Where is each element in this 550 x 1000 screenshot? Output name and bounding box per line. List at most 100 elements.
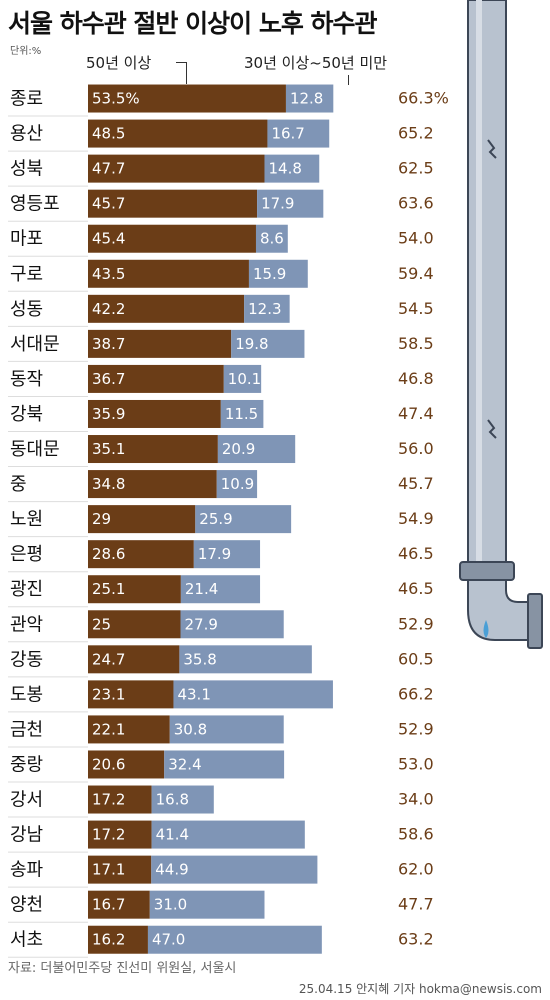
bar-30to50 xyxy=(180,575,261,604)
bar-30to50 xyxy=(151,820,305,849)
bar-over50 xyxy=(88,399,221,428)
total-label: 66.3% xyxy=(398,89,449,108)
total-label: 45.7 xyxy=(398,474,434,493)
pipe-highlight xyxy=(476,0,482,600)
value-label-30to50: 17.9 xyxy=(261,195,294,213)
value-label-over50: 28.6 xyxy=(92,545,125,563)
category-label: 송파 xyxy=(10,860,44,881)
value-label-over50: 16.2 xyxy=(92,931,125,949)
category-label: 강동 xyxy=(10,649,43,670)
category-label: 성동 xyxy=(10,299,43,320)
bar-30to50 xyxy=(257,189,324,218)
bar-over50 xyxy=(88,680,174,709)
category-label: 관악 xyxy=(10,614,43,635)
value-label-over50: 17.1 xyxy=(92,861,125,879)
bar-over50 xyxy=(88,890,150,919)
value-label-over50: 16.7 xyxy=(92,896,125,914)
bar-30to50 xyxy=(220,399,264,428)
category-label: 도봉 xyxy=(10,684,43,705)
category-label: 양천 xyxy=(10,895,43,916)
total-label: 66.2 xyxy=(398,684,434,703)
legend-leader-line xyxy=(176,62,186,63)
bar-30to50 xyxy=(179,645,312,674)
value-label-30to50: 25.9 xyxy=(199,510,232,528)
bar-over50 xyxy=(88,750,165,779)
bar-30to50 xyxy=(151,855,318,884)
total-label: 34.0 xyxy=(398,790,434,809)
total-label: 46.8 xyxy=(398,369,434,388)
category-label: 용산 xyxy=(10,124,43,145)
credit-line: 25.04.15 안지혜 기자 hokma@newsis.com xyxy=(298,982,542,996)
bar-30to50 xyxy=(169,715,284,744)
total-label: 58.6 xyxy=(398,825,434,844)
value-label-over50: 45.4 xyxy=(92,230,125,248)
bar-30to50 xyxy=(223,364,262,393)
value-label-over50: 17.2 xyxy=(92,826,125,844)
value-label-30to50: 16.8 xyxy=(156,791,189,809)
total-label: 47.7 xyxy=(398,895,434,914)
value-label-over50: 20.6 xyxy=(92,755,125,773)
total-label: 58.5 xyxy=(398,334,434,353)
value-label-30to50: 12.3 xyxy=(248,300,281,318)
bar-30to50 xyxy=(248,259,308,288)
source-note: 자료: 더불어민주당 진선미 위원실, 서울시 xyxy=(8,961,237,976)
value-label-30to50: 43.1 xyxy=(177,685,210,703)
total-label: 52.9 xyxy=(398,719,434,738)
total-label: 53.0 xyxy=(398,754,434,773)
value-label-over50: 47.7 xyxy=(92,160,125,178)
pipe-flange xyxy=(459,561,515,581)
total-label: 62.0 xyxy=(398,860,434,879)
value-label-30to50: 31.0 xyxy=(154,896,187,914)
category-label: 광진 xyxy=(10,579,43,600)
pipe-body xyxy=(467,0,507,601)
bar-over50 xyxy=(88,154,265,183)
value-label-over50: 43.5 xyxy=(92,265,125,283)
category-label: 강서 xyxy=(10,790,43,811)
total-label: 59.4 xyxy=(398,264,434,283)
bar-over50 xyxy=(88,540,194,569)
category-label: 동대문 xyxy=(10,439,60,460)
category-label: 은평 xyxy=(10,544,43,565)
bar-30to50 xyxy=(151,785,214,814)
unit-label: 단위:% xyxy=(10,46,42,57)
water-drop-icon xyxy=(483,620,489,638)
bar-30to50 xyxy=(255,224,288,253)
category-label: 중 xyxy=(10,474,27,495)
bar-30to50 xyxy=(264,154,320,183)
value-label-30to50: 15.9 xyxy=(253,265,286,283)
bar-over50 xyxy=(88,84,286,113)
total-label: 65.2 xyxy=(398,124,434,143)
total-label: 54.9 xyxy=(398,509,434,528)
bar-30to50 xyxy=(193,540,261,569)
bar-30to50 xyxy=(285,84,334,113)
bar-over50 xyxy=(88,224,256,253)
pipe-crack xyxy=(487,419,497,439)
category-label: 금천 xyxy=(10,719,43,740)
bar-30to50 xyxy=(180,610,284,639)
value-label-over50: 34.8 xyxy=(92,475,125,493)
bar-30to50 xyxy=(216,470,258,499)
total-label: 62.5 xyxy=(398,159,434,178)
legend-leader-line xyxy=(348,75,349,85)
chart-title: 서울 하수관 절반 이상이 노후 하수관 xyxy=(8,9,378,38)
value-label-over50: 22.1 xyxy=(92,720,125,738)
pipe-crack xyxy=(487,139,497,159)
total-label: 63.2 xyxy=(398,930,434,949)
value-label-30to50: 10.1 xyxy=(228,370,261,388)
bar-over50 xyxy=(88,575,181,604)
legend-over50: 50년 이상 xyxy=(86,54,152,72)
legend-leader-line xyxy=(186,62,187,84)
value-label-30to50: 11.5 xyxy=(225,405,258,423)
bar-over50 xyxy=(88,119,268,148)
value-label-over50: 25 xyxy=(92,615,111,633)
bar-over50 xyxy=(88,785,152,814)
value-label-over50: 53.5% xyxy=(92,90,140,108)
value-label-30to50: 44.9 xyxy=(155,861,188,879)
value-label-30to50: 32.4 xyxy=(168,755,201,773)
bar-over50 xyxy=(88,189,258,218)
bar-over50 xyxy=(88,610,181,639)
value-label-30to50: 35.8 xyxy=(183,650,216,668)
category-label: 강남 xyxy=(10,825,43,846)
category-label: 영등포 xyxy=(10,194,60,215)
